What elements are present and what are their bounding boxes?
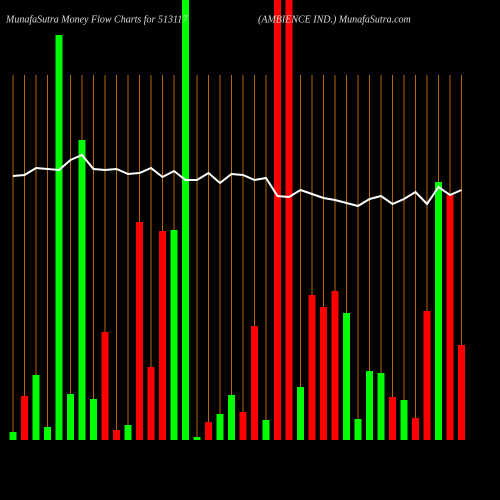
bars — [9, 0, 465, 440]
bar — [400, 400, 408, 440]
bar — [32, 375, 40, 440]
bar — [67, 394, 74, 440]
bar — [377, 373, 385, 440]
bar — [308, 295, 316, 440]
bar — [435, 182, 442, 440]
bar — [9, 432, 17, 440]
chart-subtitle: (AMBIENCE IND.) MunafaSutra.com — [258, 14, 411, 25]
bar — [262, 420, 270, 440]
bar — [78, 140, 86, 440]
bar — [412, 418, 419, 440]
bar — [182, 0, 189, 440]
bar — [297, 387, 304, 440]
grid — [12, 75, 462, 440]
bar — [285, 0, 293, 440]
bar — [239, 412, 247, 440]
money-flow-line — [12, 153, 462, 208]
bar — [44, 427, 51, 440]
bar — [320, 307, 327, 440]
bar — [331, 291, 339, 440]
bar — [354, 419, 362, 440]
bar — [251, 326, 258, 440]
bar — [193, 437, 201, 440]
chart-title: MunafaSutra Money Flow Charts for 513117 — [5, 14, 188, 25]
bar — [343, 313, 350, 440]
bar — [101, 332, 109, 440]
bar — [205, 422, 212, 440]
bar — [55, 35, 63, 440]
bar — [389, 397, 396, 440]
bar — [90, 399, 97, 440]
bar — [124, 425, 132, 440]
bar — [136, 222, 143, 440]
bar — [216, 414, 224, 440]
bar — [113, 430, 120, 440]
bar — [228, 395, 235, 440]
bar — [274, 0, 281, 440]
bar — [423, 311, 431, 440]
bar — [21, 396, 28, 440]
bar — [159, 231, 166, 440]
bar — [446, 195, 454, 440]
bar — [147, 367, 155, 440]
bar — [170, 230, 178, 440]
bar — [458, 345, 465, 440]
bar — [366, 371, 373, 440]
